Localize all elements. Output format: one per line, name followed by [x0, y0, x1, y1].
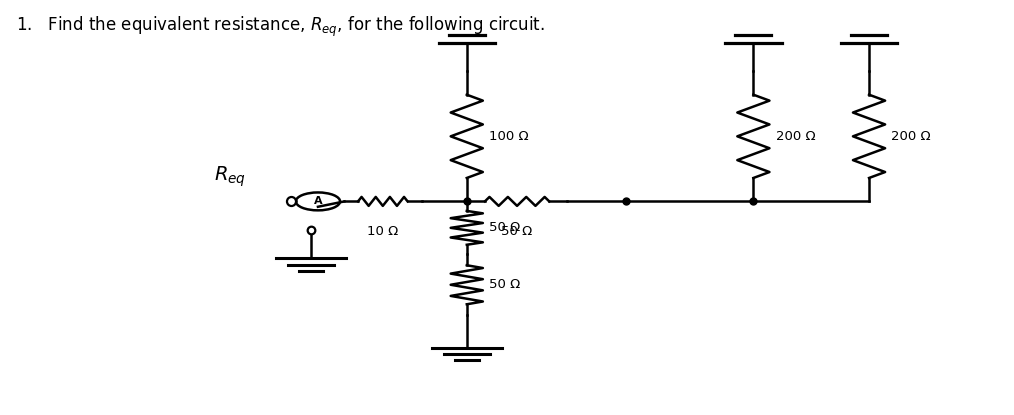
Text: 50 Ω: 50 Ω [489, 278, 520, 291]
Text: A: A [313, 196, 322, 206]
Text: 100 Ω: 100 Ω [489, 130, 528, 143]
Text: 200 Ω: 200 Ω [891, 130, 931, 143]
Text: 10 Ω: 10 Ω [367, 225, 399, 238]
Text: 50 Ω: 50 Ω [489, 221, 520, 234]
Text: $R_{eq}$: $R_{eq}$ [214, 165, 246, 189]
Text: 200 Ω: 200 Ω [776, 130, 815, 143]
Text: 50 Ω: 50 Ω [502, 225, 532, 238]
Text: 1.   Find the equivalent resistance, $R_{eq}$, for the following circuit.: 1. Find the equivalent resistance, $R_{e… [16, 15, 546, 39]
